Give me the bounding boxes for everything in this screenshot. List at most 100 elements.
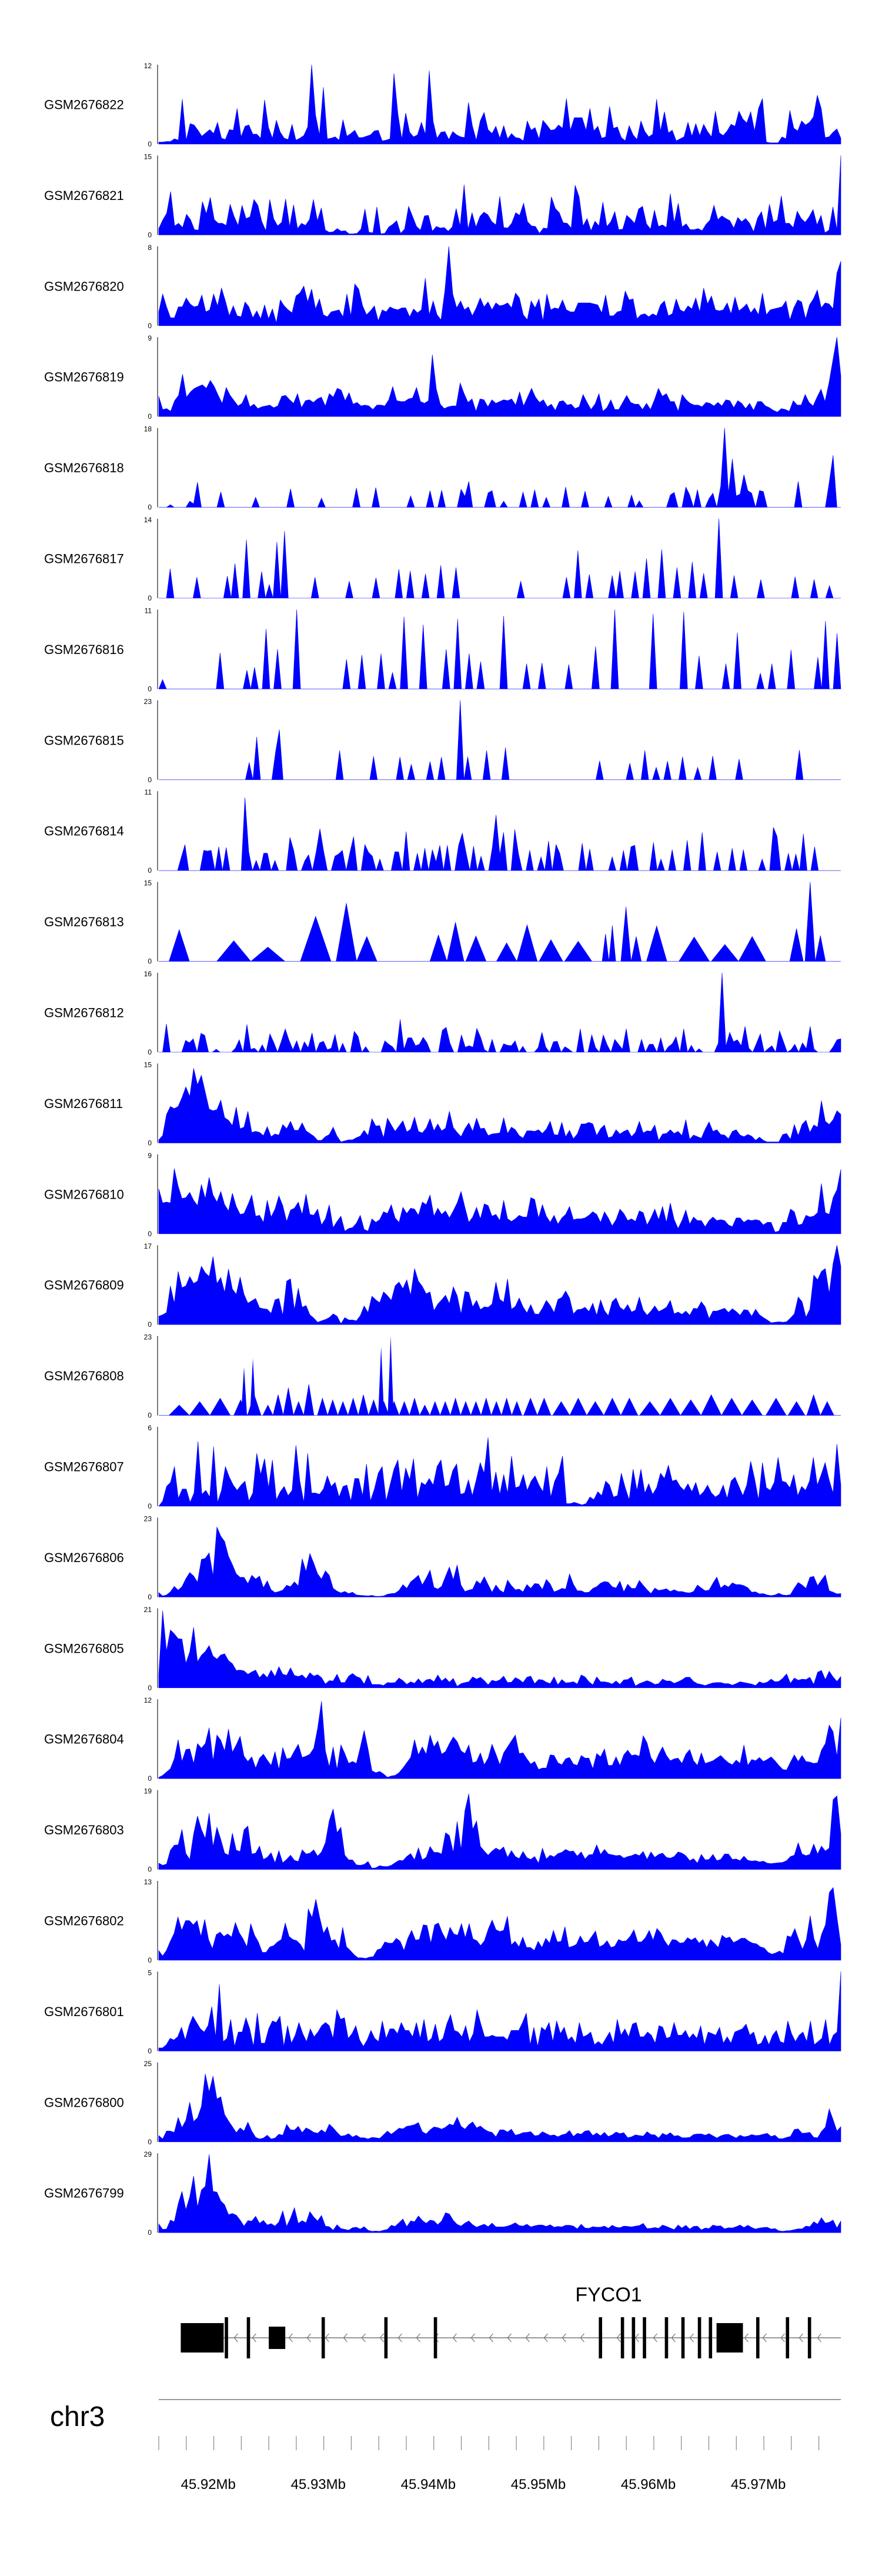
coverage-area	[158, 1701, 841, 1779]
track-ymin-label: 0	[148, 1048, 152, 1056]
coverage-area	[158, 155, 841, 235]
track-ymax-label: 6	[148, 1424, 152, 1432]
gene-exon	[321, 2317, 325, 2358]
track-label: GSM2676822	[44, 98, 124, 112]
track-ymax-label: 15	[144, 879, 152, 887]
track-GSM2676802: GSM2676802 13 0	[44, 1878, 841, 1964]
gene-exon	[697, 2317, 701, 2358]
axis-tick-label: 45.97Mb	[731, 2477, 786, 2492]
track-label: GSM2676816	[44, 642, 124, 657]
track-GSM2676804: GSM2676804 12 0	[44, 1696, 841, 1783]
strand-arrow	[507, 2333, 512, 2343]
coverage-area	[158, 1527, 841, 1597]
track-ymax-label: 16	[144, 970, 152, 978]
strand-arrow	[671, 2333, 676, 2343]
track-label: GSM2676819	[44, 370, 124, 385]
track-label: GSM2676802	[44, 1914, 124, 1928]
track-GSM2676810: GSM2676810 9 0	[44, 1152, 841, 1238]
track-ymax-label: 12	[144, 62, 152, 70]
track-label: GSM2676800	[44, 2095, 124, 2110]
coverage-tracks: GSM2676822120GSM2676821150GSM267682080GS…	[44, 62, 841, 2237]
coverage-area	[159, 700, 841, 780]
track-GSM2676801: GSM2676801 5 0	[44, 1968, 841, 2055]
track-ymax-label: 5	[148, 1968, 152, 1977]
strand-arrow	[653, 2333, 657, 2343]
strand-arrow	[817, 2333, 821, 2343]
track-ymin-label: 0	[148, 1774, 152, 1783]
strand-arrow	[799, 2333, 803, 2343]
strand-arrow	[306, 2333, 311, 2343]
track-GSM2676815: GSM2676815 23 0	[44, 698, 841, 784]
track-GSM2676814: GSM2676814 11 0	[44, 788, 841, 875]
strand-arrow	[252, 2333, 256, 2343]
track-ymin-label: 0	[148, 957, 152, 966]
track-GSM2676807: GSM2676807 6 0	[44, 1424, 841, 1510]
chromosome-label: chr3	[50, 2401, 105, 2432]
coverage-spike	[387, 1336, 394, 1416]
track-ymax-label: 29	[144, 2150, 152, 2158]
strand-arrow	[744, 2333, 749, 2343]
track-label: GSM2676821	[44, 188, 124, 203]
strand-arrow	[233, 2333, 238, 2343]
gene-exon	[632, 2317, 636, 2358]
strand-arrow	[361, 2333, 366, 2343]
strand-arrow	[343, 2333, 348, 2343]
track-ymax-label: 11	[145, 788, 152, 796]
coverage-area	[158, 1887, 841, 1961]
track-GSM2676800: GSM2676800 25 0	[44, 2060, 841, 2146]
track-ymin-label: 0	[148, 1956, 152, 1964]
gene-exon	[246, 2317, 250, 2358]
axis-tick-label: 45.94Mb	[401, 2477, 456, 2492]
gene-label: FYCO1	[575, 2284, 642, 2306]
track-ymin-label: 0	[148, 2138, 152, 2146]
track-ymin-label: 0	[148, 1684, 152, 1692]
track-ymin-label: 0	[148, 1866, 152, 1874]
strand-arrow	[580, 2333, 584, 2343]
track-ymin-label: 0	[148, 594, 152, 602]
track-label: GSM2676809	[44, 1278, 124, 1293]
gene-exon	[384, 2317, 388, 2358]
coverage-area	[158, 246, 841, 326]
track-label: GSM2676814	[44, 824, 124, 839]
track-GSM2676799: GSM2676799 29 0	[44, 2150, 841, 2237]
coverage-area	[159, 798, 841, 872]
track-label: GSM2676810	[44, 1187, 124, 1202]
track-ymax-label: 15	[144, 152, 152, 161]
track-label: GSM2676812	[44, 1006, 124, 1020]
coverage-area	[158, 1437, 841, 1507]
track-label: GSM2676817	[44, 552, 124, 566]
track-ymin-label: 0	[148, 503, 152, 512]
gene-exon	[269, 2327, 286, 2349]
track-ymin-label: 0	[148, 776, 152, 784]
track-ymin-label: 0	[148, 1230, 152, 1238]
strand-arrow	[288, 2333, 293, 2343]
track-label: GSM2676804	[44, 1732, 124, 1747]
coverage-area	[158, 64, 841, 145]
gene-exon	[786, 2317, 790, 2358]
track-ymax-label: 19	[144, 1787, 152, 1796]
strand-arrow	[525, 2333, 530, 2343]
coverage-area	[159, 1384, 841, 1416]
coverage-area	[158, 2074, 841, 2143]
strand-arrow	[780, 2333, 785, 2343]
coverage-spike	[250, 1358, 256, 1416]
track-ymin-label: 0	[148, 1502, 152, 1510]
track-ymin-label: 0	[148, 2047, 152, 2055]
strand-arrow	[689, 2333, 694, 2343]
track-ymin-label: 0	[148, 2228, 152, 2237]
track-label: GSM2676799	[44, 2186, 124, 2201]
gene-exon	[681, 2317, 685, 2358]
track-GSM2676806: GSM2676806 23 0	[44, 1514, 841, 1601]
track-ymax-label: 9	[148, 1152, 152, 1160]
track-ymin-label: 0	[148, 1320, 152, 1329]
strand-arrow	[397, 2333, 402, 2343]
track-GSM2676813: GSM2676813 15 0	[44, 879, 841, 966]
track-label: GSM2676808	[44, 1369, 124, 1383]
coverage-area	[158, 1793, 841, 1870]
coverage-area	[159, 518, 841, 599]
track-GSM2676808: GSM2676808 23 0	[44, 1333, 841, 1420]
track-GSM2676805: GSM2676805 21 0	[44, 1606, 841, 1692]
track-ymax-label: 23	[144, 1333, 152, 1342]
track-GSM2676809: GSM2676809 17 0	[44, 1242, 841, 1329]
